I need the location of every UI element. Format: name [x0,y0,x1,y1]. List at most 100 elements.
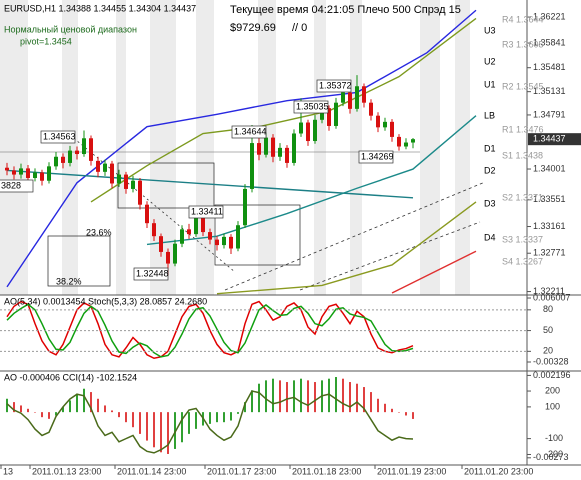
box [47,235,111,287]
y-tick-label: -100 [545,433,563,443]
candle-body [33,172,37,178]
histogram-bar [300,378,302,413]
histogram-bar [342,378,344,413]
histogram-bar [377,398,379,413]
histogram-bar [174,412,176,449]
candle-body [229,236,233,249]
current-price: 1.34437 [533,134,566,144]
y-tick-label: 1.33551 [533,194,566,204]
x-tick-label: 2011.01.17 23:00 [207,466,276,476]
candle-body [292,133,296,163]
y-tick-label: 100 [545,401,560,411]
candle-body [194,216,198,235]
histogram-bar [76,393,78,413]
histogram-bar [398,412,400,413]
session-band [0,0,28,295]
histogram-bar [20,405,22,413]
candle-body [5,167,9,171]
y-tick-label: 1.34001 [533,163,566,173]
candle-body [411,139,415,143]
pivot-level: S3 1.3337 [502,234,543,244]
candle-body [54,156,58,167]
y-tick-label: 1.33161 [533,221,566,231]
candle-body [138,180,142,205]
histogram-bar [279,380,281,413]
trend-line [299,221,481,291]
candle-body [166,251,170,264]
candle-body [222,236,226,246]
candle-body [47,166,51,181]
session-band [455,0,470,295]
box [117,162,215,209]
pivot-level: D2 [484,165,496,175]
candle-body [124,174,128,189]
pivot-level: LB [484,110,495,120]
histogram-bar [272,378,274,413]
histogram-bar [363,387,365,413]
candle-body [257,143,261,155]
x-tick-label: 2011.01.18 23:00 [292,466,361,476]
pivot-level: S2 1.3371 [502,192,543,202]
price-label: 38.2% [56,276,82,286]
histogram-bar [118,412,120,418]
candle-body [390,121,394,137]
y-tick-label: 200 [545,385,560,395]
y-tick-label: 1.35131 [533,86,566,96]
candle-body [215,239,219,246]
price-label-box [133,267,169,281]
x-tick-label: 2011.01.20 23:00 [464,466,533,476]
pivot-level: D4 [484,232,496,242]
histogram-bar [237,412,239,414]
histogram-bar [251,390,253,413]
histogram-bar [356,383,358,413]
candle-body [355,86,359,109]
candle-body [306,122,310,142]
histogram-bar [188,412,190,434]
candle-body [334,102,338,126]
candle-body [12,170,16,175]
trend-line [224,181,486,291]
indicator-line [6,390,414,454]
histogram-bar [258,383,260,413]
histogram-bar [34,412,36,413]
current-price-box [528,133,581,146]
pivot-level: R3 1.3605 [502,39,544,49]
histogram-bar [181,412,183,443]
price-label: 1.35372 [319,80,352,90]
price-label: 1.35035 [296,101,329,111]
session-band [420,0,440,295]
candle-body [152,223,156,237]
histogram-bar [335,377,337,413]
pivot: pivot=1.3454 [20,36,72,46]
y-tick-label: 0.002196 [533,370,571,380]
session-band [196,0,214,295]
histogram-bar [391,408,393,413]
box [214,204,301,266]
histogram-bar [13,402,15,413]
histogram-bar [209,412,211,424]
histogram-bar [69,400,71,413]
histogram-bar [195,412,197,429]
candle-body [89,138,93,161]
y-tick-label: 50 [543,325,553,335]
indicator-line [216,201,477,295]
indicator-line [146,115,477,246]
histogram-bar [307,380,309,413]
histogram-bar [27,408,29,413]
session-band [314,0,326,295]
indicator-line [6,169,414,199]
histogram-bar [328,378,330,413]
candle-body [264,137,268,155]
candle-body [110,163,114,184]
price-label-box [40,130,76,144]
price-label-box [0,179,34,193]
candle-body [397,136,401,147]
pivot-level: S4 1.3267 [502,256,543,266]
pivot-level: U1 [484,79,496,89]
candle-body [145,204,149,224]
pivot-level: D1 [484,143,496,153]
balance: $9729.69 [230,22,276,34]
candle-body [26,168,30,178]
candle-body [40,172,44,181]
histogram-bar [349,382,351,413]
